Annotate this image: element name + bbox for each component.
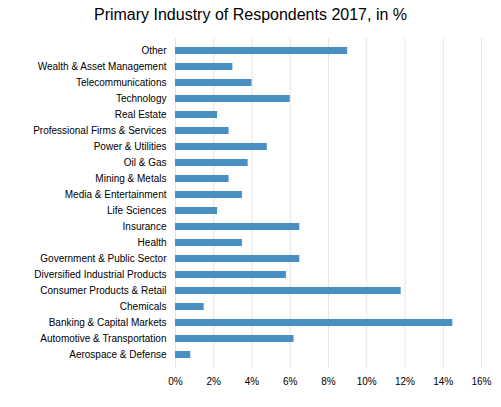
svg-text:6%: 6% xyxy=(283,376,298,387)
html-text:Primary Industry of Respondent: Primary Industry of Respondents 2017, in… xyxy=(94,6,407,23)
svg-text:Banking & Capital Markets: Banking & Capital Markets xyxy=(49,317,167,328)
svg-text:Health: Health xyxy=(138,237,167,248)
svg-text:Wealth & Asset Management: Wealth & Asset Management xyxy=(38,61,167,72)
svg-text:Aerospace & Defense: Aerospace & Defense xyxy=(69,349,167,360)
svg-text:12%: 12% xyxy=(395,376,415,387)
svg-text:Power & Utilities: Power & Utilities xyxy=(94,141,167,152)
svg-text:2%: 2% xyxy=(207,376,222,387)
svg-text:Consumer Products & Retail: Consumer Products & Retail xyxy=(40,285,166,296)
svg-text:Life Sciences: Life Sciences xyxy=(107,205,166,216)
svg-text:Other: Other xyxy=(141,45,167,56)
svg-text:Chemicals: Chemicals xyxy=(120,301,167,312)
svg-text:Media & Entertainment: Media & Entertainment xyxy=(65,189,167,200)
svg-text:10%: 10% xyxy=(357,376,377,387)
svg-text:Professional Firms & Services: Professional Firms & Services xyxy=(33,125,166,136)
svg-text:Automotive & Transportation: Automotive & Transportation xyxy=(40,333,166,344)
svg-text:Government & Public Sector: Government & Public Sector xyxy=(40,253,167,264)
svg-text:14%: 14% xyxy=(433,376,453,387)
svg-text:Real Estate: Real Estate xyxy=(115,109,167,120)
svg-text:Oil & Gas: Oil & Gas xyxy=(124,157,167,168)
svg-text:Mining & Metals: Mining & Metals xyxy=(95,173,166,184)
svg-text:16%: 16% xyxy=(471,376,491,387)
svg-text:Technology: Technology xyxy=(116,93,167,104)
svg-text:Diversified Industrial Product: Diversified Industrial Products xyxy=(34,269,166,280)
svg-text:Telecommunications: Telecommunications xyxy=(76,77,167,88)
svg-text:0%: 0% xyxy=(168,376,183,387)
svg-text:8%: 8% xyxy=(321,376,336,387)
svg-text:Insurance: Insurance xyxy=(123,221,167,232)
svg-text:4%: 4% xyxy=(245,376,260,387)
